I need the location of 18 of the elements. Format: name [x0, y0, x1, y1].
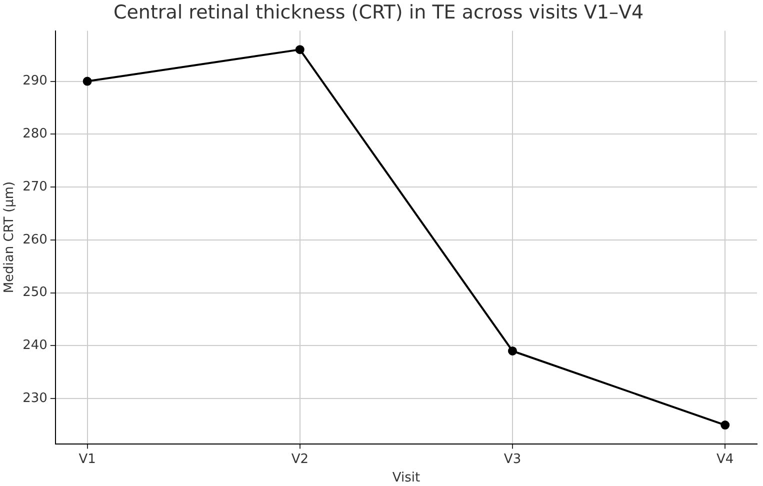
x-tick-label: V2	[291, 452, 308, 467]
point	[295, 45, 304, 54]
y-tick-label: 240	[22, 338, 48, 354]
x-tick-label: V3	[504, 452, 522, 467]
y-tick-label: 260	[22, 232, 48, 248]
y-axis-title: Median CRT (µm)	[2, 181, 18, 294]
y-tick-label: 280	[22, 126, 48, 142]
point	[720, 420, 730, 430]
y-tick-label: 290	[22, 74, 48, 89]
point	[82, 76, 92, 86]
y-tick-label: 250	[22, 285, 48, 300]
x-tick-label: V1	[78, 452, 96, 467]
y-tick-label: 270	[22, 179, 48, 194]
x-axis-title: Visit	[392, 470, 420, 486]
chart-title: Central retinal thickness (CRT) in TE across visits V1–V4	[113, 1, 644, 24]
y-tick-label: 230	[22, 390, 48, 406]
x-tick-label: V4	[716, 452, 734, 467]
point	[508, 346, 518, 356]
